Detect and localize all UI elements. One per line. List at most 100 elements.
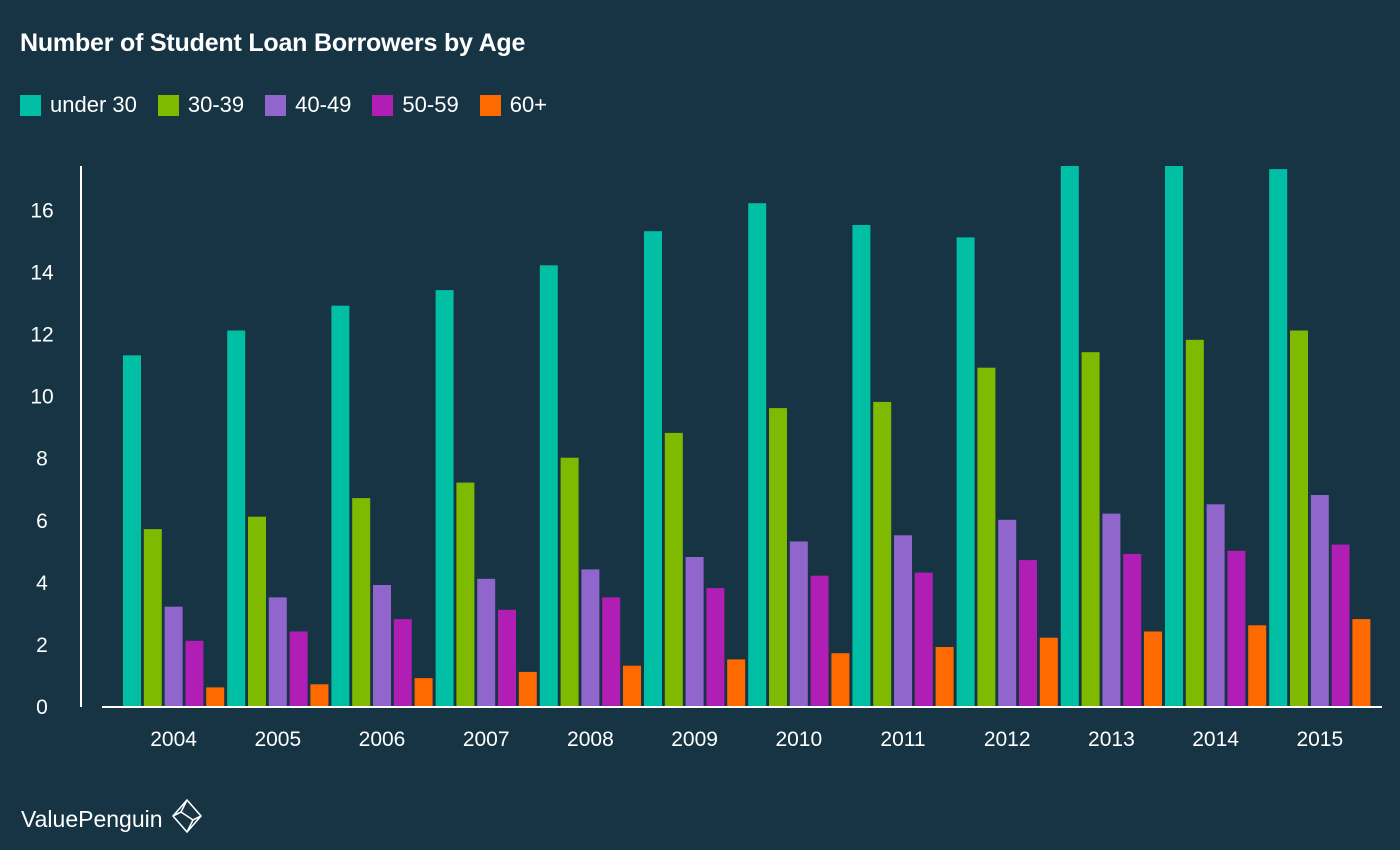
legend-label: under 30	[50, 92, 137, 117]
bar	[123, 355, 141, 706]
bar	[1039, 637, 1058, 706]
bar	[956, 237, 975, 706]
y-tick-label: 2	[36, 634, 48, 657]
bar	[477, 578, 496, 706]
y-tick-label: 0	[36, 696, 48, 719]
bar	[1123, 553, 1142, 706]
bar	[1248, 625, 1267, 706]
bar	[268, 597, 287, 706]
bar	[852, 225, 871, 706]
x-tick-label: 2005	[254, 728, 301, 751]
x-tick-label: 2009	[671, 728, 718, 751]
bar	[914, 572, 933, 706]
chart-title: Number of Student Loan Borrowers by Age	[20, 29, 526, 57]
bar	[143, 529, 162, 706]
legend-swatch	[372, 94, 394, 116]
bar	[581, 569, 600, 706]
bar	[1144, 631, 1162, 706]
legend-label: 60+	[509, 92, 548, 117]
legend-swatch	[265, 94, 287, 116]
x-tick-label: 2011	[880, 728, 925, 751]
y-tick-label: 16	[30, 199, 53, 222]
bar	[1019, 560, 1037, 706]
legend-swatch	[20, 94, 41, 116]
x-tick-label: 2008	[567, 728, 614, 751]
bar	[977, 367, 996, 706]
bar	[373, 585, 391, 706]
legend-item: under 30	[20, 92, 137, 118]
x-tick-label: 2010	[775, 728, 822, 751]
bar	[706, 588, 725, 706]
bar	[560, 457, 579, 706]
bar	[393, 619, 412, 706]
x-tick-label: 2014	[1192, 728, 1239, 751]
bar	[1185, 339, 1204, 706]
valuepenguin-logo-icon	[169, 798, 205, 840]
legend-label: 50-59	[402, 92, 459, 117]
bar	[331, 305, 350, 706]
bar	[227, 330, 246, 706]
bar	[248, 516, 266, 706]
legend-label: 30-39	[187, 92, 245, 117]
bar	[1165, 166, 1183, 706]
bar	[206, 687, 225, 706]
bar	[644, 231, 662, 706]
y-tick-label: 6	[36, 510, 48, 533]
bar	[1081, 352, 1100, 706]
legend-swatch	[479, 94, 501, 116]
bar	[539, 265, 558, 706]
bar	[1060, 166, 1079, 706]
x-tick-label: 2012	[984, 728, 1031, 751]
bar	[810, 575, 829, 706]
x-tick-label: 2015	[1296, 728, 1343, 751]
bar	[685, 557, 704, 706]
bar	[1206, 504, 1225, 706]
bar	[1352, 619, 1371, 706]
bar	[164, 606, 183, 706]
bar	[769, 408, 787, 706]
x-tick-label: 2007	[463, 728, 510, 751]
legend-item: 50-59	[372, 92, 459, 118]
bar	[414, 678, 433, 706]
bar	[185, 640, 204, 706]
bar	[518, 671, 537, 706]
bar	[894, 535, 912, 706]
y-tick-label: 4	[36, 572, 48, 595]
y-tick-label: 14	[30, 262, 54, 285]
legend: under 30 30-39 40-49 50-59 60+	[20, 92, 568, 118]
legend-label: 40-49	[295, 92, 352, 117]
y-tick-label: 12	[30, 324, 53, 347]
bar	[1310, 495, 1329, 706]
x-tick-label: 2013	[1088, 728, 1135, 751]
bar	[727, 659, 746, 706]
y-tick-label: 10	[30, 386, 53, 409]
bar	[456, 482, 475, 706]
bar	[748, 203, 767, 706]
bar	[831, 653, 850, 706]
x-tick-label: 2006	[359, 728, 406, 751]
bar	[498, 609, 516, 706]
bar	[1269, 169, 1288, 707]
bar	[310, 684, 329, 706]
bar	[1290, 330, 1308, 706]
bar	[789, 541, 808, 706]
y-tick-label: 8	[36, 448, 48, 471]
x-tick-label: 2004	[150, 728, 197, 751]
brand-watermark: ValuePenguin	[21, 798, 205, 840]
legend-item: 30-39	[157, 92, 245, 118]
legend-item: 60+	[479, 92, 548, 118]
brand-name: ValuePenguin	[21, 805, 163, 832]
bar	[602, 597, 621, 706]
bar	[623, 665, 641, 706]
bar	[289, 631, 308, 706]
bar	[352, 498, 371, 706]
bar	[664, 432, 683, 706]
bar	[998, 519, 1017, 706]
legend-item: 40-49	[265, 92, 351, 118]
bar	[1227, 550, 1246, 706]
bar	[1331, 544, 1350, 706]
bar	[873, 401, 892, 706]
legend-swatch	[157, 94, 179, 116]
